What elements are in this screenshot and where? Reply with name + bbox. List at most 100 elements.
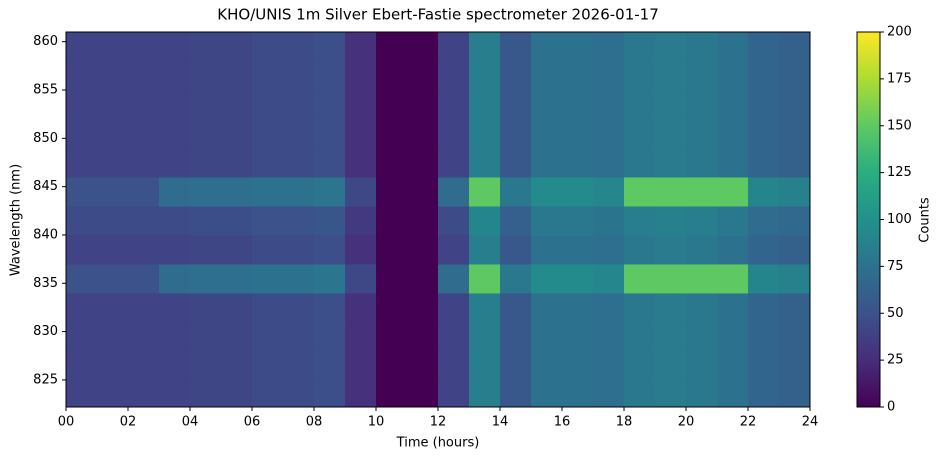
heatmap-cell <box>314 350 346 381</box>
y-axis-label: Wavelength (nm) <box>9 164 24 276</box>
heatmap-cell <box>686 32 718 62</box>
heatmap-cell <box>128 234 160 265</box>
heatmap-cell <box>159 32 191 62</box>
heatmap-cell <box>748 379 780 408</box>
heatmap-cell <box>686 60 718 91</box>
heatmap-cell <box>159 205 191 236</box>
heatmap-cell <box>252 292 284 323</box>
heatmap-cell <box>159 292 191 323</box>
heatmap-cell <box>624 379 656 408</box>
heatmap-cell <box>748 60 780 91</box>
heatmap-cell <box>593 350 625 381</box>
heatmap-cell <box>159 234 191 265</box>
heatmap-cell <box>97 60 129 91</box>
heatmap-cell <box>407 60 439 91</box>
heatmap-cell <box>221 292 253 323</box>
heatmap-cell <box>717 321 749 352</box>
heatmap-cell <box>376 292 408 323</box>
heatmap-cell <box>283 147 315 178</box>
heatmap-cell <box>407 176 439 207</box>
heatmap-cell <box>748 263 780 294</box>
heatmap-cell <box>562 176 594 207</box>
heatmap-cell <box>97 89 129 120</box>
heatmap-cell <box>159 321 191 352</box>
heatmap-cell <box>159 176 191 207</box>
heatmap-cell <box>128 176 160 207</box>
heatmap-cell <box>283 234 315 265</box>
heatmap-cell <box>376 118 408 149</box>
heatmap-cell <box>748 147 780 178</box>
heatmap-cell <box>748 32 780 62</box>
heatmap-cell <box>345 89 377 120</box>
heatmap-cell <box>221 263 253 294</box>
heatmap-cell <box>438 205 470 236</box>
heatmap-cell <box>283 263 315 294</box>
heatmap-cell <box>717 234 749 265</box>
heatmap-cell <box>407 118 439 149</box>
heatmap-cell <box>717 147 749 178</box>
heatmap-cell <box>221 321 253 352</box>
x-tick-label: 16 <box>554 415 571 430</box>
heatmap-cell <box>748 118 780 149</box>
heatmap-cell <box>314 379 346 408</box>
heatmap-cell <box>593 321 625 352</box>
heatmap-cell <box>717 60 749 91</box>
heatmap-cell <box>97 263 129 294</box>
heatmap-cell <box>531 321 563 352</box>
heatmap-cell <box>252 32 284 62</box>
heatmap-cell <box>717 292 749 323</box>
heatmap-cell <box>624 147 656 178</box>
x-tick-label: 08 <box>306 415 323 430</box>
heatmap-cell <box>748 205 780 236</box>
heatmap-cell <box>686 292 718 323</box>
heatmap-cell <box>531 60 563 91</box>
heatmap-cell <box>407 321 439 352</box>
heatmap-cell <box>66 89 98 120</box>
heatmap-cell <box>66 32 98 62</box>
heatmap-cell <box>66 147 98 178</box>
heatmap-cell <box>314 89 346 120</box>
heatmap-cell <box>252 176 284 207</box>
heatmap-cell <box>593 60 625 91</box>
heatmap-cell <box>686 234 718 265</box>
heatmap-cell <box>593 32 625 62</box>
heatmap-cell <box>469 89 501 120</box>
heatmap-cell <box>190 147 222 178</box>
heatmap-cell <box>624 205 656 236</box>
heatmap-cell <box>438 292 470 323</box>
heatmap-cell <box>624 118 656 149</box>
heatmap-cell <box>779 321 811 352</box>
colorbar-tick-label: 100 <box>887 212 912 227</box>
heatmap-cell <box>252 321 284 352</box>
heatmap-cell <box>66 321 98 352</box>
y-tick-label: 830 <box>33 324 58 339</box>
x-tick-label: 04 <box>182 415 199 430</box>
heatmap-cell <box>779 60 811 91</box>
heatmap-cell <box>66 176 98 207</box>
heatmap-cell <box>531 350 563 381</box>
heatmap-cell <box>717 350 749 381</box>
heatmap-cell <box>221 60 253 91</box>
heatmap-cell <box>128 147 160 178</box>
heatmap-cell <box>655 263 687 294</box>
heatmap-cell <box>159 350 191 381</box>
heatmap-cell <box>748 321 780 352</box>
heatmap-cell <box>748 89 780 120</box>
heatmap-cell <box>407 350 439 381</box>
heatmap-cell <box>97 234 129 265</box>
heatmap-cell <box>221 89 253 120</box>
heatmap-cell <box>97 350 129 381</box>
heatmap-cell <box>531 118 563 149</box>
heatmap-cell <box>562 292 594 323</box>
heatmap-cell <box>376 321 408 352</box>
heatmap-cell <box>97 379 129 408</box>
heatmap-cell <box>345 321 377 352</box>
heatmap-cell <box>190 292 222 323</box>
x-tick-label: 10 <box>368 415 385 430</box>
heatmap-cell <box>190 350 222 381</box>
heatmap-cell <box>190 263 222 294</box>
heatmap-cell <box>128 118 160 149</box>
heatmap-cell <box>562 147 594 178</box>
heatmap-cell <box>283 205 315 236</box>
heatmap-cell <box>624 350 656 381</box>
